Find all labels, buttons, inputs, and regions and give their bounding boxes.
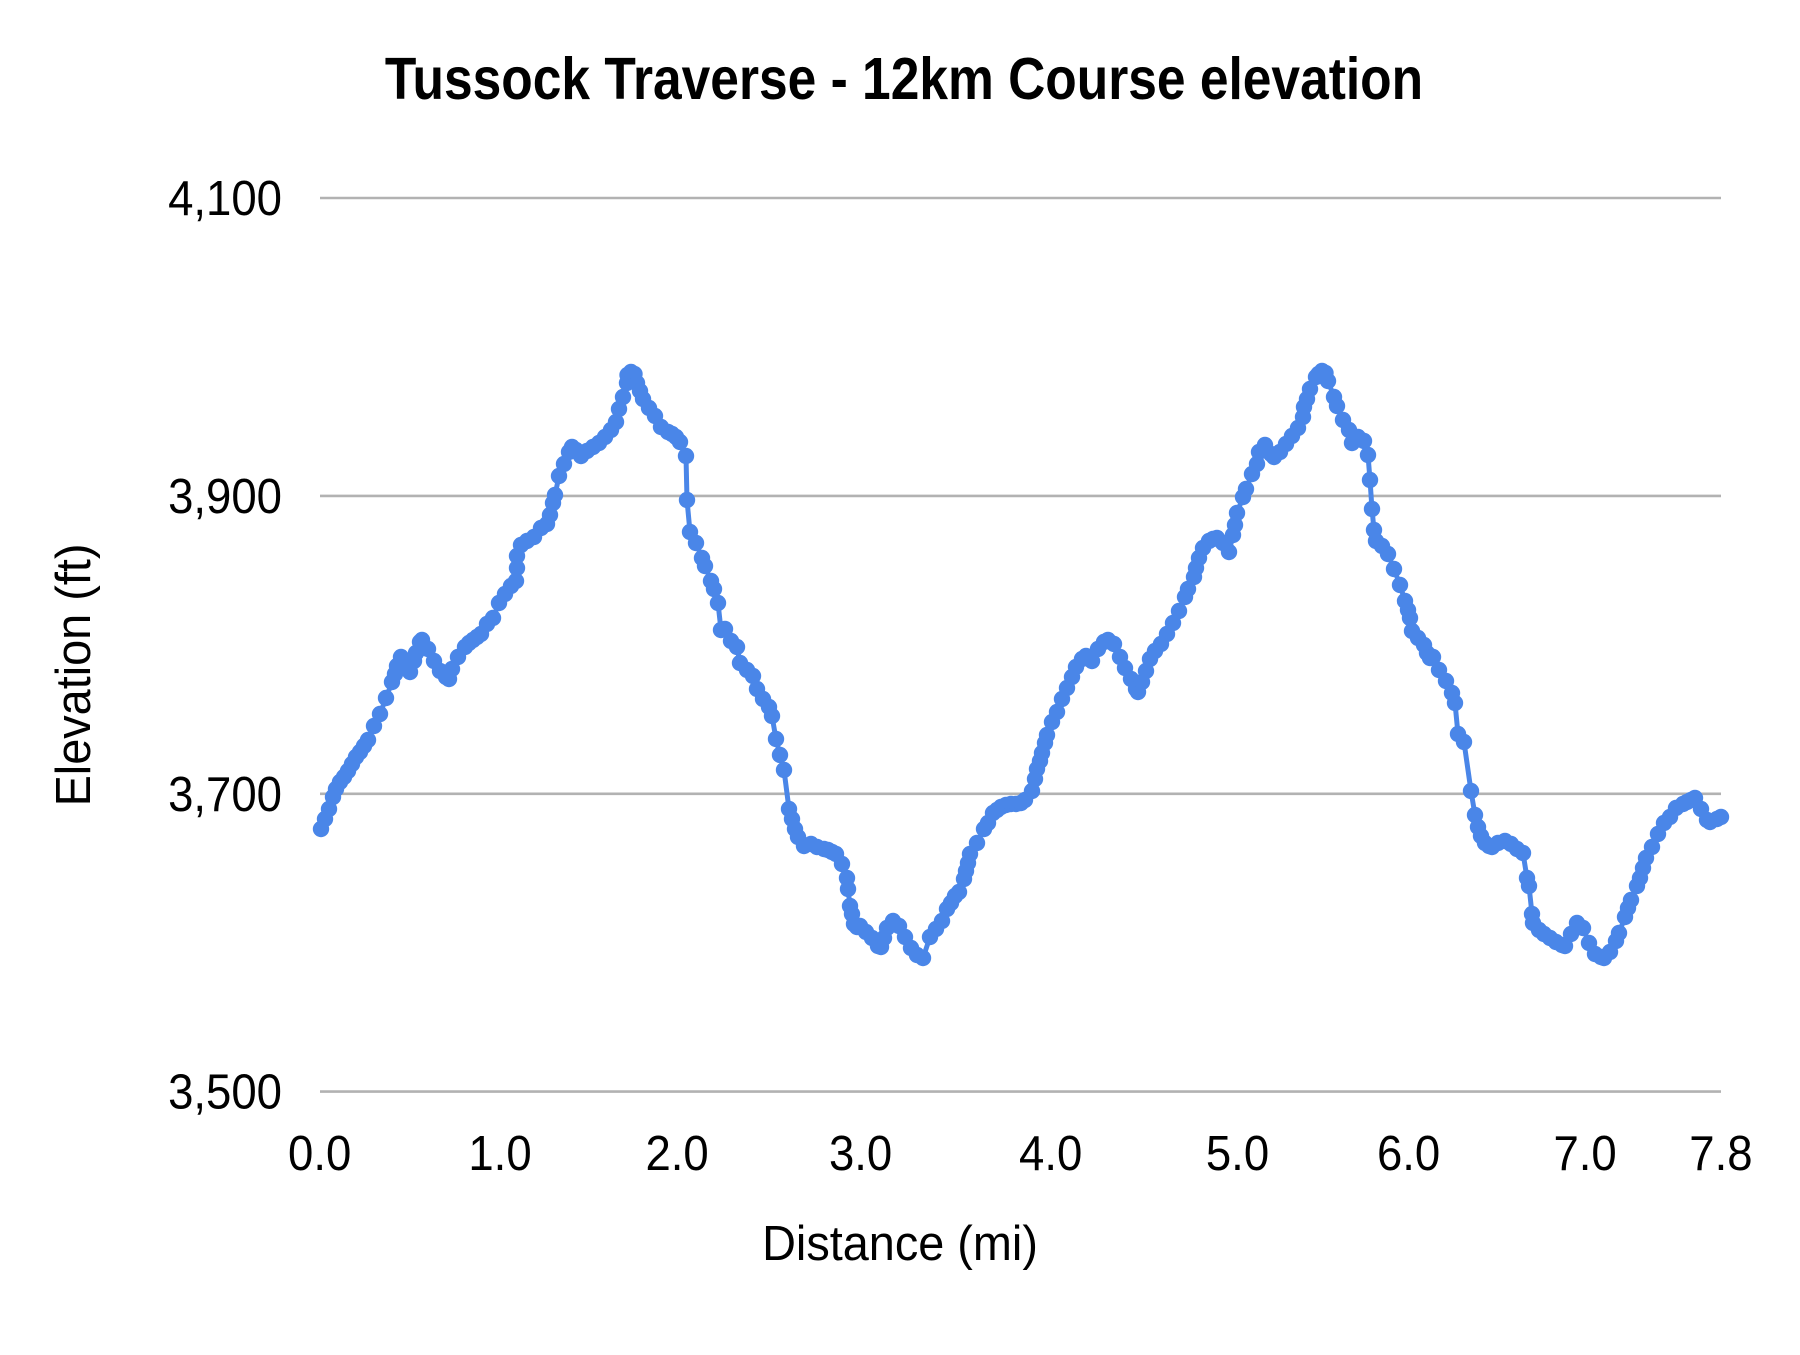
svg-text:1.0: 1.0 [468, 1126, 531, 1181]
svg-text:Tussock Traverse - 12km Course: Tussock Traverse - 12km Course elevation [385, 46, 1423, 112]
svg-text:3.0: 3.0 [829, 1126, 892, 1181]
svg-text:7.8: 7.8 [1689, 1126, 1752, 1181]
svg-text:Distance (mi): Distance (mi) [762, 1216, 1038, 1271]
svg-text:Elevation (ft): Elevation (ft) [46, 544, 101, 807]
svg-text:3,900: 3,900 [168, 469, 282, 524]
svg-text:4.0: 4.0 [1019, 1126, 1082, 1181]
svg-text:5.0: 5.0 [1206, 1126, 1269, 1181]
svg-text:3,500: 3,500 [168, 1065, 282, 1120]
svg-text:6.0: 6.0 [1377, 1126, 1440, 1181]
svg-text:4,100: 4,100 [168, 171, 282, 226]
svg-text:2.0: 2.0 [645, 1126, 708, 1181]
svg-text:7.0: 7.0 [1553, 1126, 1616, 1181]
svg-text:0.0: 0.0 [288, 1126, 351, 1181]
svg-text:3,700: 3,700 [168, 767, 282, 822]
